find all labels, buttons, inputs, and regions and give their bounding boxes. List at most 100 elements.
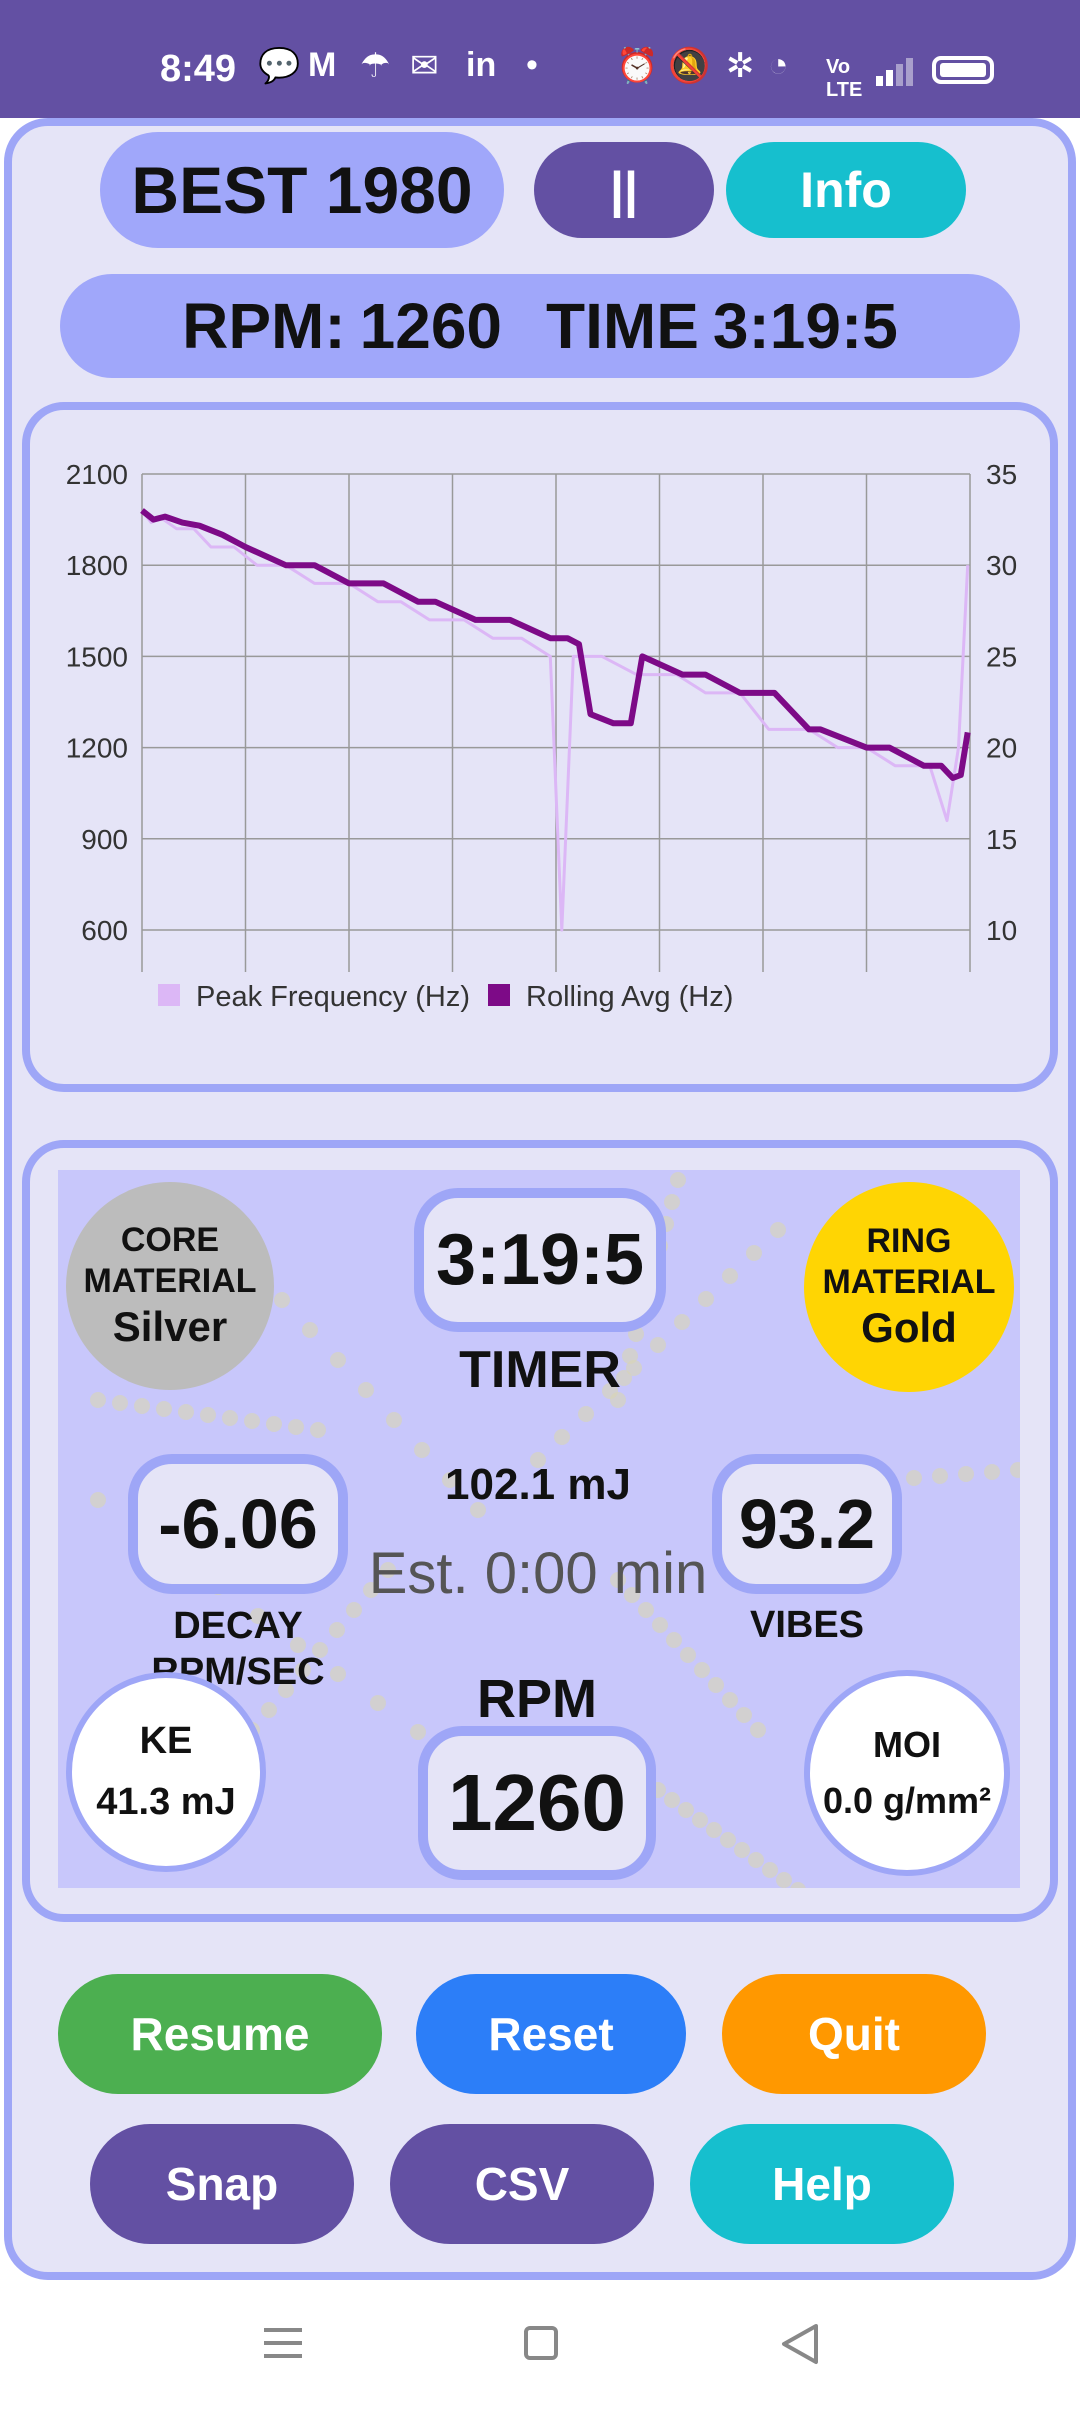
decorative-dot xyxy=(370,1695,386,1711)
gmail-icon: M xyxy=(308,46,337,84)
timer-label: TIMER xyxy=(459,1341,621,1399)
decorative-dot xyxy=(380,1562,396,1578)
decorative-dot xyxy=(363,1582,379,1598)
reset-button[interactable]: Reset xyxy=(416,1974,686,2094)
decorative-dot xyxy=(178,1404,194,1420)
quit-button[interactable]: Quit xyxy=(722,1974,986,2094)
decorative-dot xyxy=(610,1572,626,1588)
decay-value: -6.06 xyxy=(128,1454,348,1594)
decorative-dot xyxy=(770,1222,786,1238)
y-tick-left: 1200 xyxy=(66,733,128,764)
moi-label: MOI xyxy=(873,1724,941,1765)
decorative-dot xyxy=(736,1707,752,1723)
decorative-dot xyxy=(312,1642,328,1658)
decorative-dot xyxy=(530,1452,546,1468)
decorative-dot xyxy=(250,1608,266,1624)
moi-badge: MOI 0.0 g/mm² xyxy=(804,1670,1010,1876)
decorative-dot xyxy=(664,1194,680,1210)
decorative-dot xyxy=(932,1468,948,1484)
rpm-dash-label: RPM xyxy=(477,1669,597,1729)
decorative-dot xyxy=(748,1852,764,1868)
battery-icon xyxy=(932,56,994,84)
decorative-dot xyxy=(984,1464,1000,1480)
pause-button[interactable]: || xyxy=(534,142,714,238)
decorative-dot xyxy=(650,1337,666,1353)
legend-swatch xyxy=(158,984,180,1006)
series-peak-frequency xyxy=(140,509,970,932)
wifi-icon: ◔ xyxy=(768,46,789,84)
decorative-dot xyxy=(288,1419,304,1435)
recent-apps-icon[interactable] xyxy=(264,2326,302,2360)
decorative-dot xyxy=(386,1412,402,1428)
decorative-dot xyxy=(664,1792,680,1808)
decorative-dot xyxy=(442,1472,458,1488)
legend-label: Peak Frequency (Hz) xyxy=(196,981,470,1013)
decorative-dot xyxy=(762,1862,778,1878)
vibes-value: 93.2 xyxy=(712,1454,902,1594)
ke-label: KE xyxy=(139,1720,193,1762)
decorative-dot xyxy=(134,1398,150,1414)
ke-value: 41.3 mJ xyxy=(96,1781,236,1823)
signal-icon xyxy=(876,56,916,86)
estimate-text: Est. 0:00 min xyxy=(368,1541,708,1606)
status-time: 8:49 xyxy=(160,48,237,90)
decorative-dot xyxy=(278,1682,294,1698)
moi-value: 0.0 g/mm² xyxy=(822,1780,992,1821)
decorative-dot xyxy=(746,1245,762,1261)
rpm-time-readout: RPM: 1260 TIME 3:19:5 xyxy=(60,274,1020,378)
back-icon[interactable] xyxy=(780,2322,820,2366)
y-tick-right: 30 xyxy=(986,550,1017,581)
home-icon[interactable] xyxy=(524,2326,558,2360)
core-material-value: Silver xyxy=(112,1302,228,1350)
decorative-dot xyxy=(112,1395,128,1411)
y-tick-left: 2100 xyxy=(66,459,128,490)
best-score-badge: BEST 1980 xyxy=(100,132,504,248)
y-tick-left: 1800 xyxy=(66,550,128,581)
rpm-label: RPM: xyxy=(182,290,346,362)
dot-icon: • xyxy=(526,46,538,84)
alarm-icon: ⏰ xyxy=(616,47,659,85)
decorative-dot xyxy=(90,1392,106,1408)
timer-value: 3:19:5 xyxy=(414,1188,666,1332)
decorative-dot xyxy=(290,1637,306,1653)
linkedin-icon: in xyxy=(466,46,497,84)
y-tick-right: 35 xyxy=(986,459,1017,490)
decorative-dot xyxy=(722,1692,738,1708)
decorative-dot xyxy=(410,1724,426,1740)
decorative-dot xyxy=(790,1882,806,1888)
decorative-dot xyxy=(554,1429,570,1445)
info-button[interactable]: Info xyxy=(726,142,966,238)
series-rolling-avg xyxy=(140,508,971,781)
decorative-dot xyxy=(708,1677,724,1693)
rpm-dash-value: 1260 xyxy=(418,1726,656,1880)
y-tick-left: 600 xyxy=(81,915,128,946)
decorative-dot xyxy=(330,1352,346,1368)
decorative-dot xyxy=(295,1662,311,1678)
decorative-dot xyxy=(358,1382,374,1398)
core-label-line1: CORE xyxy=(120,1221,220,1259)
decorative-dot xyxy=(329,1622,345,1638)
core-label-line2: MATERIAL xyxy=(83,1261,257,1300)
decorative-dot xyxy=(602,1383,618,1399)
decorative-dot xyxy=(624,1587,640,1603)
decorative-dot xyxy=(674,1314,690,1330)
volte-icon: Vo LTE xyxy=(826,56,863,101)
speech-bubble-icon: 💬 xyxy=(258,47,301,85)
decorative-dot xyxy=(346,1602,362,1618)
decorative-dot xyxy=(261,1702,277,1718)
core-material-badge: CORE MATERIAL Silver xyxy=(66,1182,274,1390)
y-tick-right: 25 xyxy=(986,641,1017,672)
csv-button[interactable]: CSV xyxy=(390,2124,654,2244)
decorative-dot xyxy=(578,1406,594,1422)
ke-badge: KE 41.3 mJ xyxy=(66,1672,266,1872)
decorative-dot xyxy=(222,1410,238,1426)
decorative-dot xyxy=(694,1662,710,1678)
decorative-dot xyxy=(698,1291,714,1307)
decorative-dot xyxy=(244,1413,260,1429)
decorative-dot xyxy=(906,1470,922,1486)
help-button[interactable]: Help xyxy=(690,2124,954,2244)
navigation-bar xyxy=(0,2280,1080,2412)
snap-button[interactable]: Snap xyxy=(90,2124,354,2244)
resume-button[interactable]: Resume xyxy=(58,1974,382,2094)
status-bar: 8:49 💬 M ☂ ✉ in • ⏰ 🔕 ✲ ◔ Vo LTE xyxy=(0,0,1080,118)
